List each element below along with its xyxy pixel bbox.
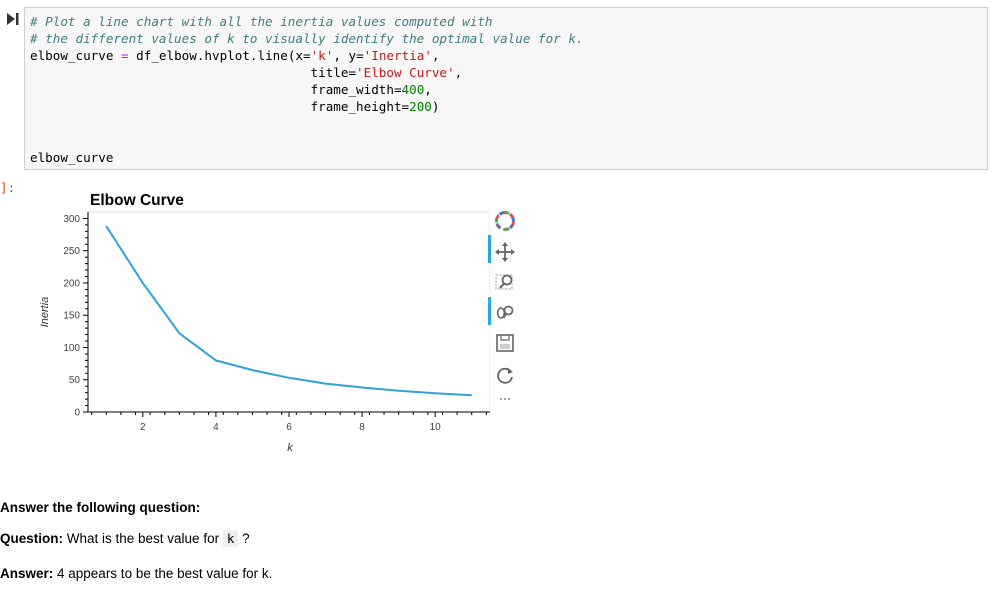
y-tick-label: 150 xyxy=(63,311,80,322)
code-text: df_elbow.hvplot.line(x= xyxy=(128,48,311,63)
code-number: 400 xyxy=(401,82,425,97)
y-tick-label: 100 xyxy=(63,343,80,354)
inertia-series-line xyxy=(105,225,472,397)
code-text: elbow_curve xyxy=(30,48,121,63)
code-text: frame_width= xyxy=(30,82,402,97)
x-tick-label: 10 xyxy=(430,422,442,433)
x-tick-label: 8 xyxy=(359,422,365,433)
wheel-zoom-active-indicator xyxy=(488,297,491,325)
question-label: Question: xyxy=(0,531,63,546)
save-icon[interactable] xyxy=(494,332,516,354)
y-axis-ticks: 0 50 100 150 200 250 300 xyxy=(63,214,88,419)
plot-frame xyxy=(87,211,490,413)
y-tick-label: 200 xyxy=(63,278,80,289)
x-tick-label: 6 xyxy=(286,422,292,433)
y-tick-label: 50 xyxy=(69,375,81,386)
answer-line: Answer: 4 appears to be the best value f… xyxy=(0,566,272,581)
inline-code-k: k xyxy=(222,530,239,547)
code-text: ) xyxy=(431,99,440,114)
output-prompt: ]: xyxy=(0,180,16,195)
y-axis-label: Inertia xyxy=(39,297,51,328)
code-string: 'Inertia' xyxy=(363,48,432,63)
code-string: 'Elbow Curve' xyxy=(356,65,455,80)
question-end: ? xyxy=(238,531,250,546)
question-heading: Answer the following question: xyxy=(0,500,201,515)
code-number: 200 xyxy=(409,99,432,114)
question-line: Question: What is the best value for k ? xyxy=(0,530,250,547)
more-icon[interactable] xyxy=(494,388,516,410)
x-axis-label: k xyxy=(287,442,293,454)
wheel-zoom-icon[interactable] xyxy=(494,302,516,324)
pan-active-indicator xyxy=(488,235,491,263)
plot-toolbar xyxy=(488,208,522,408)
code-text: frame_height= xyxy=(30,99,410,114)
x-axis-ticks: 2 4 6 8 10 xyxy=(91,412,487,433)
code-comment: # the different values of k to visually … xyxy=(30,31,584,46)
code-cell-input[interactable]: # Plot a line chart with all the inertia… xyxy=(24,7,988,170)
answer-label: Answer: xyxy=(0,566,54,581)
x-tick-label: 4 xyxy=(213,422,219,433)
y-tick-label: 250 xyxy=(63,246,80,257)
code-text: , xyxy=(424,82,432,97)
answer-text: 4 appears to be the best value for k. xyxy=(53,566,273,581)
code-text: , xyxy=(431,48,440,63)
chart-title: Elbow Curve xyxy=(90,192,184,209)
code-editor[interactable]: # Plot a line chart with all the inertia… xyxy=(30,13,584,166)
y-tick-label: 0 xyxy=(74,408,80,419)
reset-icon[interactable] xyxy=(494,364,516,386)
code-text: elbow_curve xyxy=(30,150,114,165)
x-tick-label: 2 xyxy=(140,422,146,433)
bokeh-logo-icon[interactable] xyxy=(494,210,516,232)
box-zoom-icon[interactable] xyxy=(494,271,516,293)
code-text: title= xyxy=(30,65,357,80)
pan-icon[interactable] xyxy=(494,241,516,263)
question-text: What is the best value for xyxy=(63,531,223,546)
y-tick-label: 300 xyxy=(63,214,80,225)
code-text: , y= xyxy=(333,48,364,63)
code-comment: # Plot a line chart with all the inertia… xyxy=(30,14,493,29)
code-text: , xyxy=(454,65,463,80)
elbow-curve-chart[interactable]: Elbow Curve 0 50 100 150 200 250 300 2 4 6 8 10 In… xyxy=(30,185,490,465)
code-string: 'k' xyxy=(310,48,334,63)
run-cell-icon[interactable] xyxy=(6,12,20,26)
code-operator: = xyxy=(121,48,129,63)
